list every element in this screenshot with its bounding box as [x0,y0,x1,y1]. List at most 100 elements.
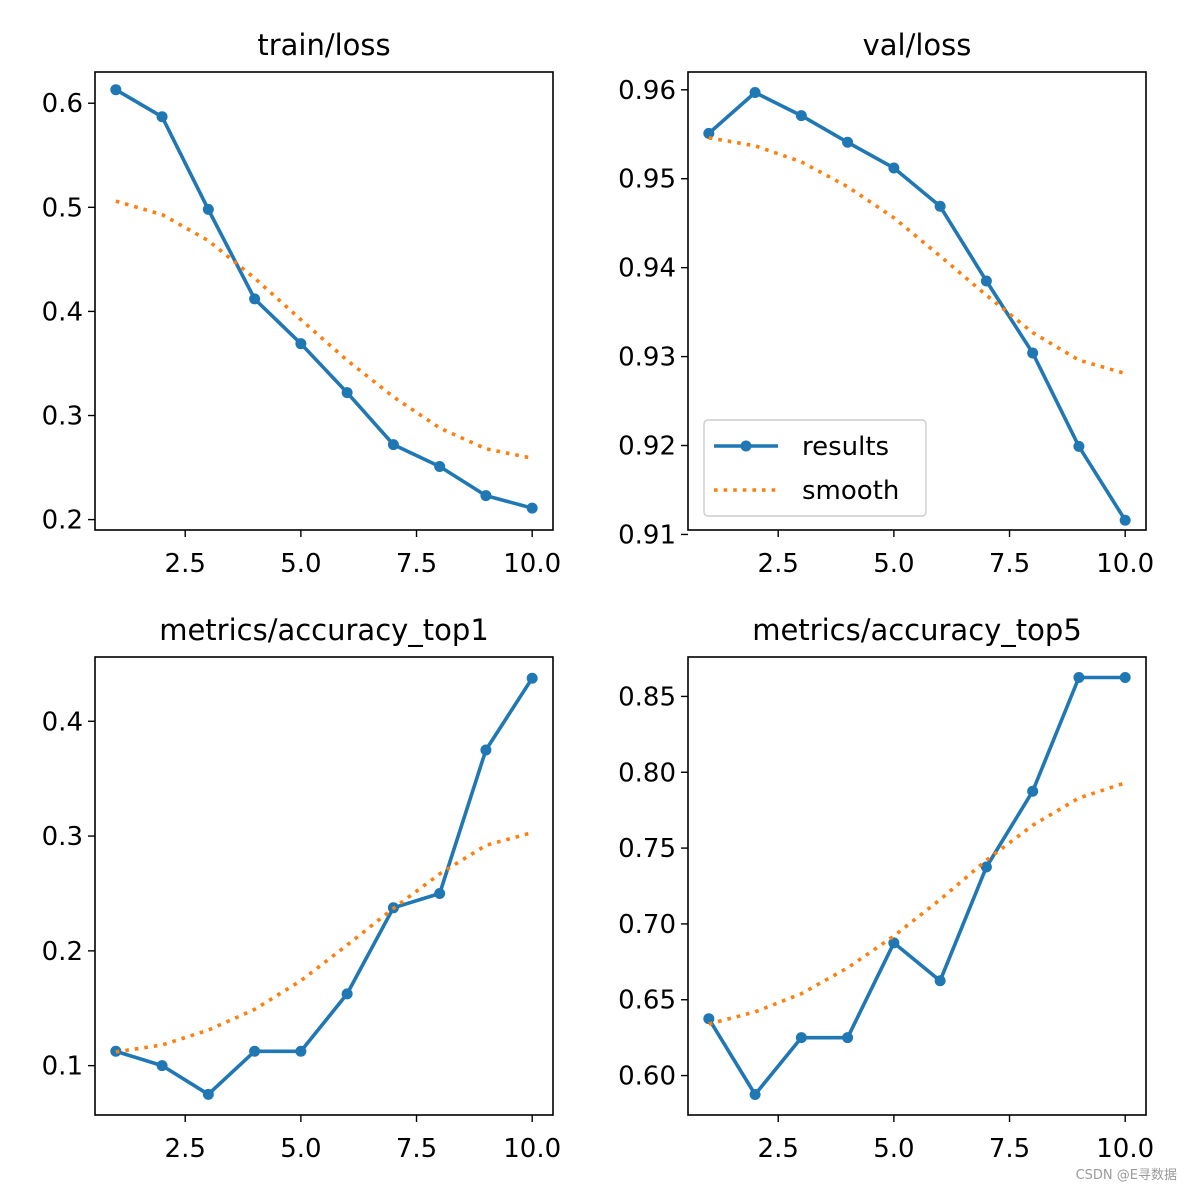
y-tick-label: 0.92 [618,432,676,462]
x-tick-label: 5.0 [280,1134,321,1164]
results-point [888,162,900,174]
results-point [795,110,807,122]
chart-title: train/loss [257,28,390,62]
y-tick-label: 0.70 [618,910,676,940]
results-point [434,461,446,473]
x-tick-label: 7.5 [989,1134,1030,1164]
y-tick-label: 0.3 [42,402,83,432]
results-point [1073,671,1085,683]
x-tick-label: 2.5 [165,1134,206,1164]
y-tick-label: 0.80 [618,758,676,788]
results-point [980,275,992,287]
results-point [202,1088,214,1100]
smooth-line [708,781,1126,1026]
y-tick-label: 0.95 [618,165,676,195]
results-point [341,387,353,399]
y-tick-label: 0.93 [618,343,676,373]
y-tick-label: 0.96 [618,76,676,106]
x-tick-label: 2.5 [758,549,799,579]
legend: results smooth [703,419,927,517]
chart-title: metrics/accuracy_top5 [752,613,1082,647]
results-point [341,988,353,1000]
results-point [888,937,900,949]
results-point [1119,671,1131,683]
results-point [749,86,761,98]
x-tick-label: 2.5 [165,549,206,579]
x-tick-label: 2.5 [758,1134,799,1164]
x-tick-label: 7.5 [396,1134,437,1164]
x-tick-label: 10.0 [1096,549,1154,579]
watermark: CSDN @E寻数据 [1075,1168,1177,1183]
results-point [934,200,946,212]
results-point [249,293,261,305]
x-tick-label: 10.0 [503,549,561,579]
y-tick-label: 0.1 [42,1052,83,1082]
y-tick-label: 0.3 [42,822,83,852]
results-point [156,1060,168,1072]
results-point [749,1089,761,1101]
legend-smooth-label: smooth [802,476,899,506]
results-point [156,111,168,123]
y-tick-label: 0.4 [42,297,83,327]
results-line [115,677,534,1097]
subplot-2: val/loss 2.5 5.0 7.5 10.0 0.91 0.92 0.93 0.94 0.9… [618,28,1154,579]
results-point [842,136,854,148]
results-point [110,84,122,96]
results-point [526,502,538,514]
results-point [795,1032,807,1044]
results-point [526,672,538,684]
results-point [980,861,992,873]
y-tick-label: 0.6 [42,89,83,119]
results-point [295,1045,307,1057]
legend-results-label: results [802,432,889,462]
smooth-line [708,136,1126,376]
x-tick-label: 5.0 [280,549,321,579]
results-point [295,338,307,350]
y-tick-label: 0.94 [618,254,676,284]
results-point [249,1045,261,1057]
y-tick-label: 0.2 [42,506,83,536]
x-tick-label: 7.5 [396,549,437,579]
y-tick-label: 0.75 [618,834,676,864]
results-line [114,88,533,510]
results-point [480,490,492,502]
results-line [707,675,1126,1097]
y-tick-label: 0.5 [42,193,83,223]
results-point [434,887,446,899]
results-line [707,90,1127,522]
axes-frame [687,656,1147,1116]
x-tick-label: 10.0 [1096,1134,1154,1164]
chart-title: val/loss [863,28,972,62]
results-point [387,439,399,451]
x-tick-label: 7.5 [989,549,1030,579]
smooth-line [115,199,533,460]
legend-box [703,419,927,517]
results-point [934,975,946,987]
axes-frame [94,71,554,531]
subplot-1: train/loss 2.5 5.0 7.5 10.0 0.2 0.3 0.4 0.5 0.6 [42,28,561,579]
x-tick-label: 10.0 [503,1134,561,1164]
results-point [1027,347,1039,359]
x-tick-label: 5.0 [873,549,914,579]
y-tick-label: 0.2 [42,937,83,967]
results-point [842,1032,854,1044]
x-tick-label: 5.0 [873,1134,914,1164]
results-point [202,203,214,215]
y-tick-label: 0.85 [618,682,676,712]
results-point [703,127,715,139]
results-point [480,744,492,756]
y-tick-label: 0.4 [42,707,83,737]
axes-frame [94,656,554,1116]
subplot-4: metrics/accuracy_top5 2.5 5.0 7.5 10.0 0.60 0.… [618,613,1154,1164]
y-tick-label: 0.91 [618,520,676,550]
y-tick-label: 0.65 [618,986,676,1016]
subplot-3: metrics/accuracy_top1 2.5 5.0 7.5 10.0 0.1 0.2… [42,613,561,1164]
chart-title: metrics/accuracy_top1 [159,613,489,647]
results-point [1027,785,1039,797]
smooth-line [115,830,533,1054]
y-tick-label: 0.60 [618,1062,676,1092]
axes-frame [687,71,1147,531]
results-point [1073,440,1085,452]
legend-results-marker [740,440,752,452]
